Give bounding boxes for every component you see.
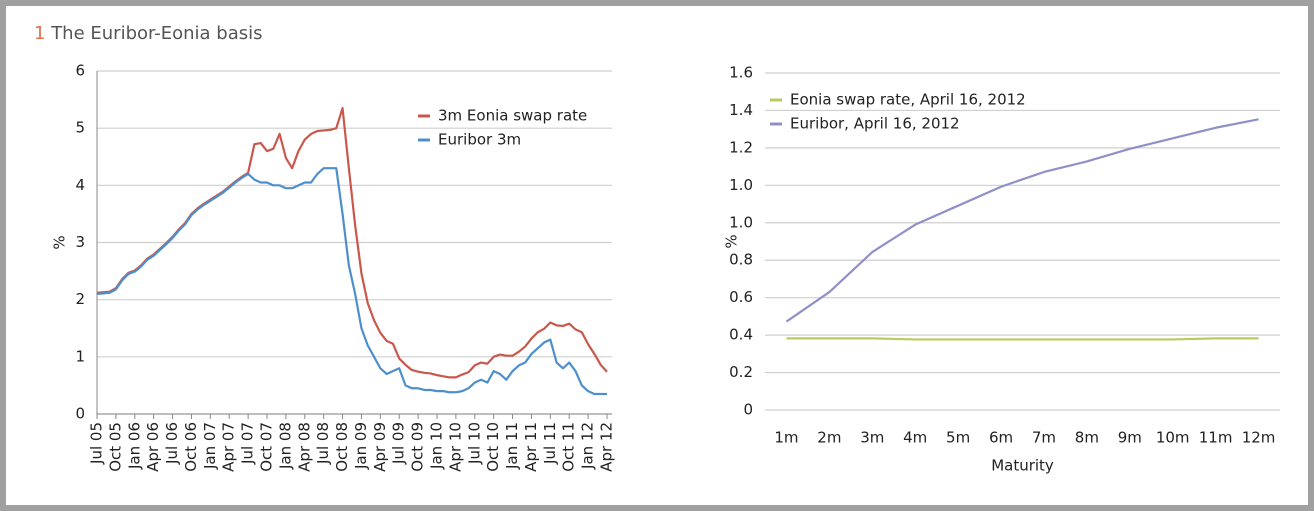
x-tick-label: 10m bbox=[1156, 429, 1190, 447]
x-tick-label: 7m bbox=[1032, 429, 1056, 447]
y-tick-label: 0 bbox=[75, 405, 85, 423]
legend-label: 3m Eonia swap rate bbox=[438, 107, 587, 125]
x-tick-label: Jul 06 bbox=[163, 422, 181, 465]
x-tick-label: 11m bbox=[1199, 429, 1233, 447]
title-text: The Euribor-Eonia basis bbox=[50, 23, 262, 44]
y-tick-label: 1.0 bbox=[729, 213, 753, 231]
x-tick-label: 6m bbox=[989, 429, 1013, 447]
y-tick-label: 0 bbox=[743, 401, 753, 419]
x-tick-label: Jul 11 bbox=[541, 422, 559, 465]
x-tick-label: Jan 12 bbox=[579, 422, 597, 470]
series-line bbox=[786, 337, 1259, 341]
x-tick-label: Oct 06 bbox=[182, 422, 200, 472]
x-tick-label: 1m bbox=[774, 429, 798, 447]
x-tick-label: 2m bbox=[817, 429, 841, 447]
x-tick-label: Oct 11 bbox=[560, 422, 578, 472]
x-axis-label: Maturity bbox=[991, 457, 1054, 475]
y-tick-label: 0.4 bbox=[729, 326, 753, 344]
y-tick-label: 1.2 bbox=[729, 138, 753, 156]
y-tick-label: 0.2 bbox=[729, 363, 753, 381]
figure-number: 1 bbox=[34, 23, 45, 44]
y-tick-label: 0.8 bbox=[729, 251, 753, 269]
x-tick-label: Jan 09 bbox=[352, 422, 370, 470]
x-tick-label: Apr 07 bbox=[220, 422, 238, 472]
x-tick-label: Oct 07 bbox=[258, 422, 276, 472]
x-tick-label: Apr 08 bbox=[295, 422, 313, 472]
x-tick-label: Apr 06 bbox=[144, 422, 162, 472]
x-tick-label: Jan 10 bbox=[428, 422, 446, 470]
figure-title: 1 The Euribor-Eonia basis bbox=[34, 23, 263, 44]
x-tick-label: 8m bbox=[1075, 429, 1099, 447]
y-tick-label: 3 bbox=[75, 233, 85, 251]
y-tick-label: 4 bbox=[75, 176, 85, 194]
y-tick-label: 1.4 bbox=[729, 101, 753, 119]
x-tick-label: Jan 11 bbox=[503, 422, 521, 470]
x-tick-label: Apr 10 bbox=[446, 422, 464, 472]
y-tick-label: 1 bbox=[75, 347, 85, 365]
x-tick-label: Jul 07 bbox=[239, 422, 257, 465]
x-tick-label: 12m bbox=[1242, 429, 1276, 447]
y-tick-label: 5 bbox=[75, 119, 85, 137]
x-tick-label: 4m bbox=[903, 429, 927, 447]
x-tick-label: Jan 08 bbox=[276, 422, 294, 470]
x-tick-label: Jul 10 bbox=[465, 422, 483, 465]
x-tick-label: Jul 09 bbox=[390, 422, 408, 465]
x-tick-label: Oct 10 bbox=[484, 422, 502, 472]
x-tick-label: Apr 09 bbox=[371, 422, 389, 472]
x-tick-label: 9m bbox=[1118, 429, 1142, 447]
y-tick-label: 0.6 bbox=[729, 288, 753, 306]
x-tick-label: Oct 05 bbox=[106, 422, 124, 472]
y-tick-label: 2 bbox=[75, 290, 85, 308]
y-axis-label: % bbox=[723, 234, 741, 248]
legend-label: Euribor 3m bbox=[438, 131, 521, 149]
x-tick-label: 3m bbox=[860, 429, 884, 447]
x-tick-label: Oct 09 bbox=[409, 422, 427, 472]
x-tick-label: Jan 07 bbox=[201, 422, 219, 470]
legend-label: Eonia swap rate, April 16, 2012 bbox=[790, 91, 1026, 109]
x-tick-label: 5m bbox=[946, 429, 970, 447]
y-tick-label: 6 bbox=[75, 62, 85, 80]
x-tick-label: Jul 05 bbox=[88, 422, 106, 465]
y-tick-label: 1.0 bbox=[729, 176, 753, 194]
y-tick-label: 1.6 bbox=[729, 64, 753, 82]
series-line bbox=[785, 118, 1259, 323]
x-tick-label: Jul 08 bbox=[314, 422, 332, 465]
legend-label: Euribor, April 16, 2012 bbox=[790, 115, 960, 133]
y-axis-label: % bbox=[51, 235, 69, 249]
x-tick-label: Jan 06 bbox=[125, 422, 143, 470]
x-tick-label: Apr 12 bbox=[598, 422, 616, 472]
x-tick-label: Apr 11 bbox=[522, 422, 540, 472]
x-tick-label: Oct 08 bbox=[333, 422, 351, 472]
series-line bbox=[96, 167, 607, 396]
